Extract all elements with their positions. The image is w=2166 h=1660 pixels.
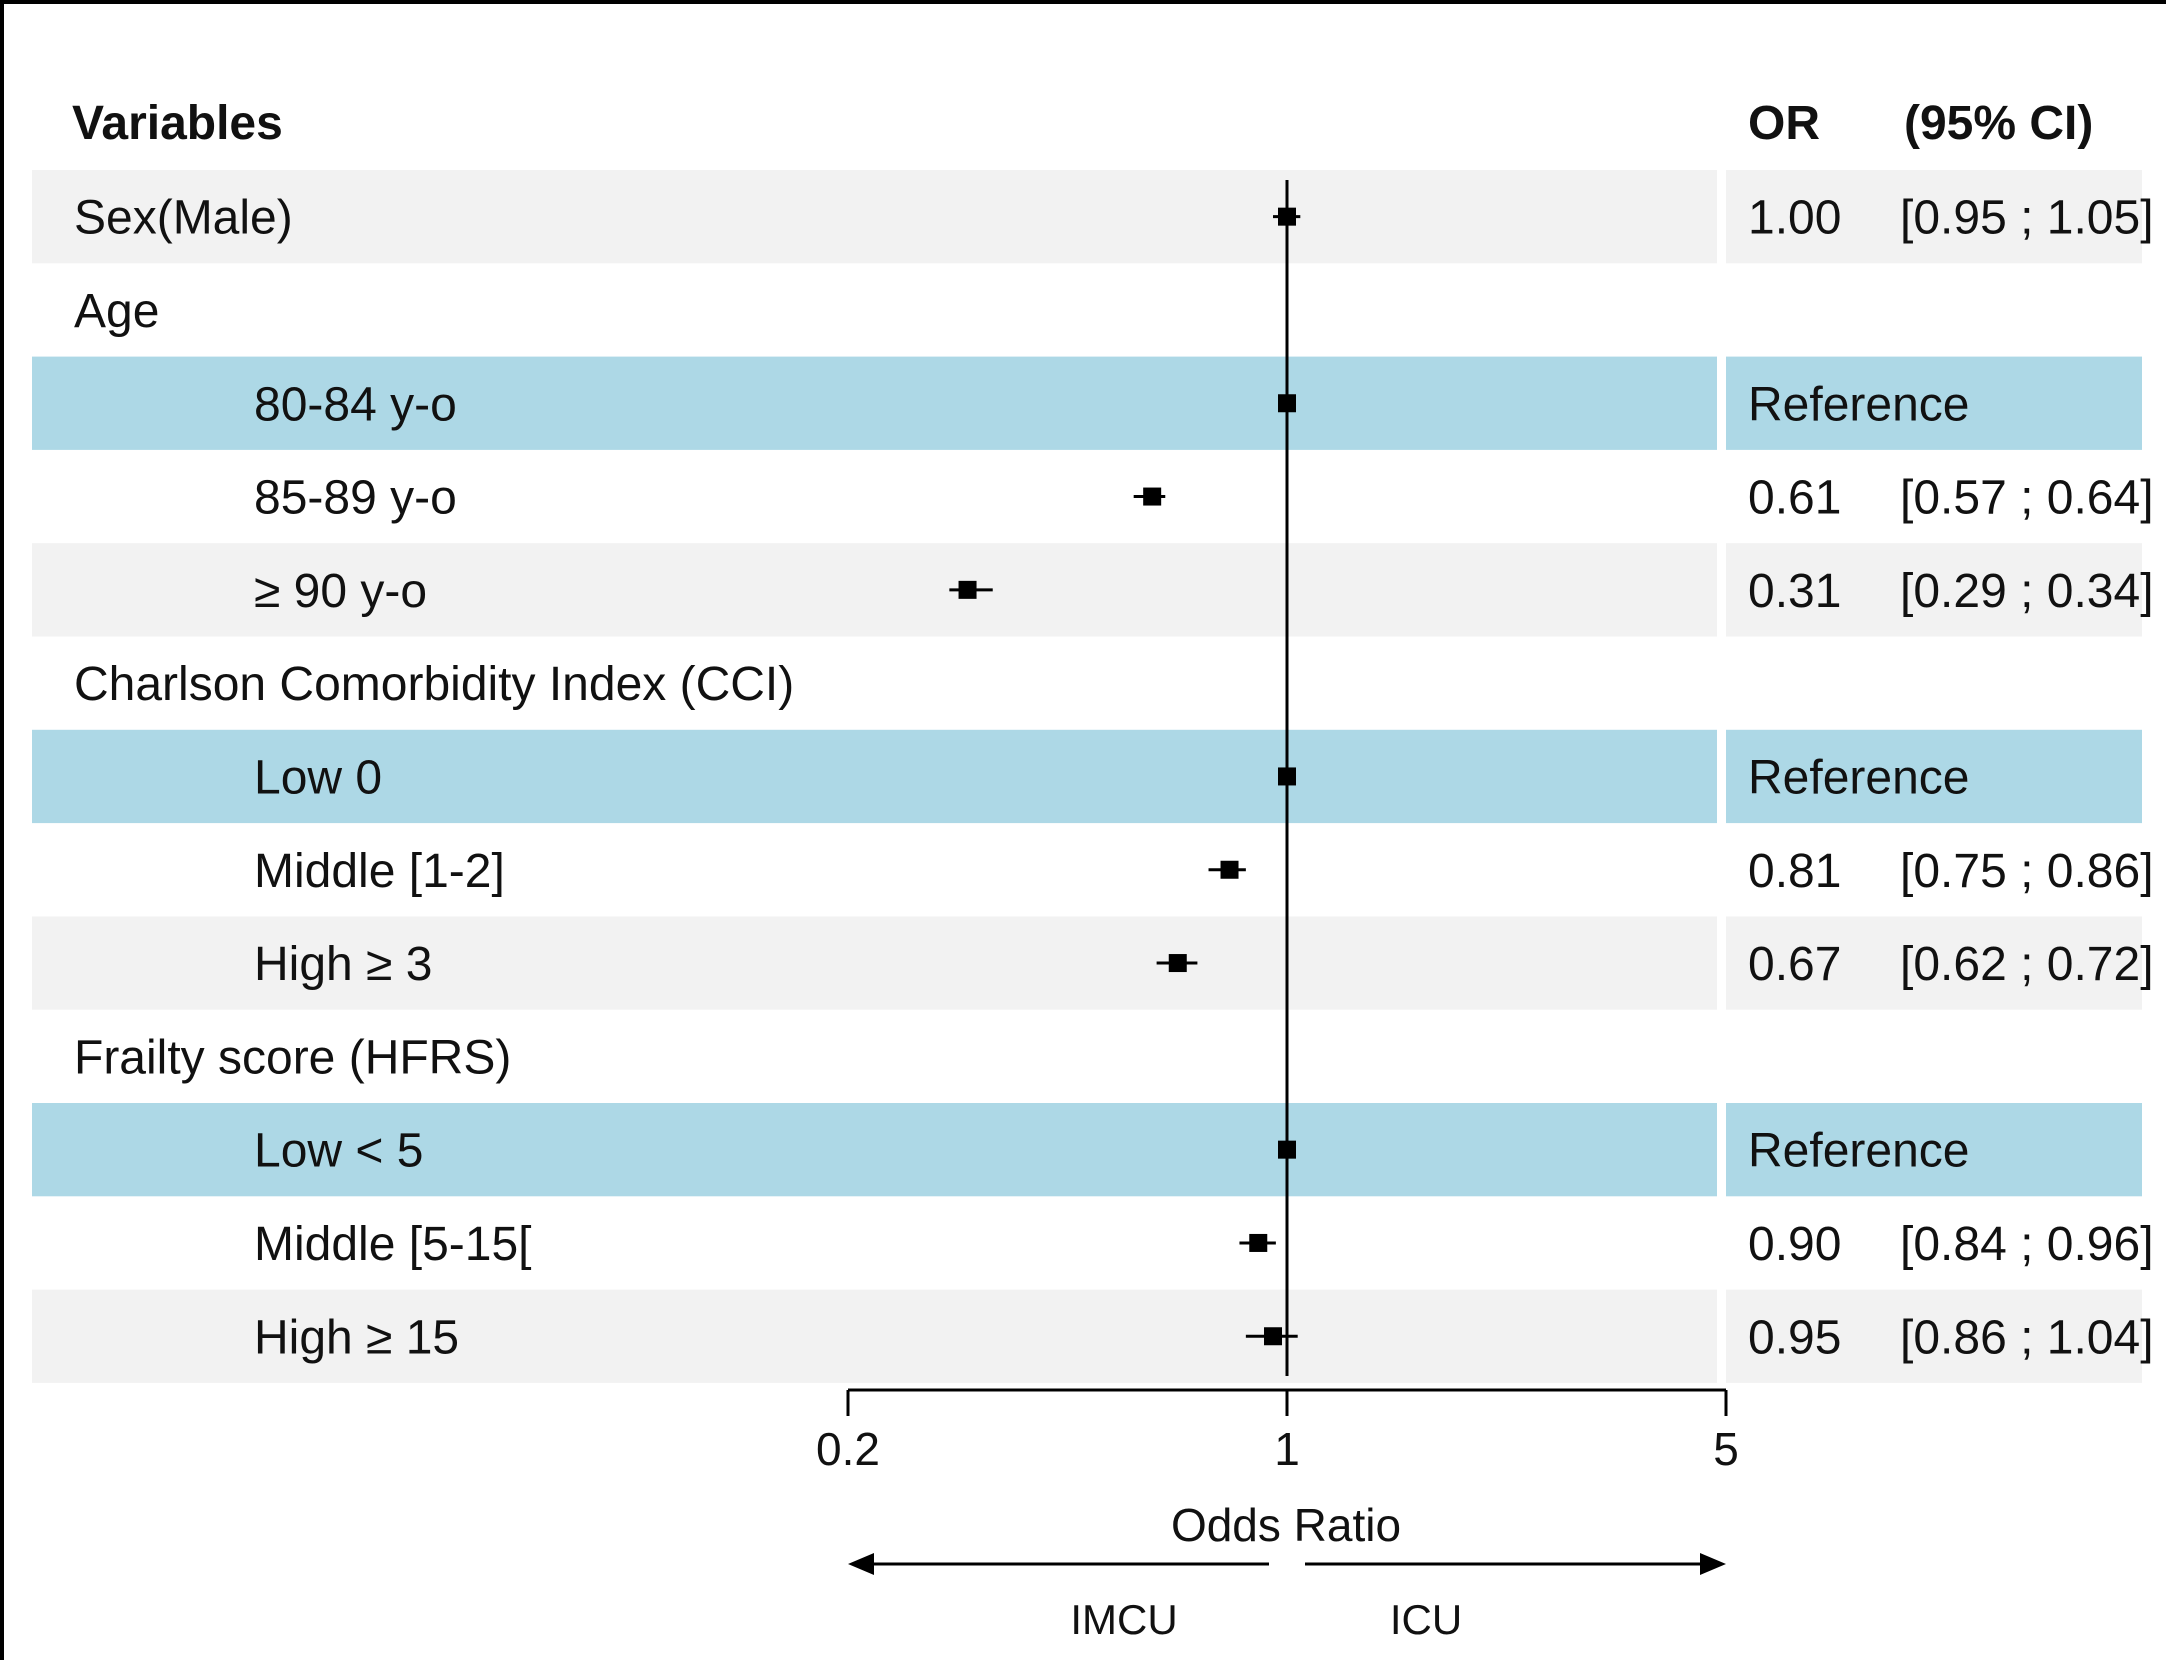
or-value: 1.00 — [1748, 192, 1841, 245]
ci-value: [0.86 ; 1.04] — [1900, 1311, 2154, 1364]
row-label: Middle [5-15[ — [254, 1218, 531, 1271]
or-value: 0.61 — [1748, 472, 1841, 525]
row-label: 80-84 y-o — [254, 378, 457, 431]
ci-value: [0.75 ; 0.86] — [1900, 845, 2154, 898]
row-label: ≥ 90 y-o — [254, 565, 427, 618]
estimate-point — [958, 580, 977, 599]
ci-value: [0.62 ; 0.72] — [1900, 938, 2154, 991]
row-band — [32, 916, 1717, 1010]
row-band — [32, 729, 1717, 824]
row-label: 85-89 y-o — [254, 472, 457, 525]
row-band — [32, 1103, 1717, 1197]
row-band — [1726, 1103, 2142, 1197]
row-band — [32, 356, 1717, 450]
row-band — [1726, 543, 2142, 637]
x-axis: 0.2 1 5 — [816, 1388, 1739, 1475]
row-stats: 1.00 [0.95 ; 1.05] Reference 0.61 [0.57 ; 0.… — [1748, 192, 2154, 1365]
estimate-point — [1168, 954, 1187, 973]
row-band — [1726, 916, 2142, 1010]
direction-label-left: IMCU — [1070, 1596, 1177, 1643]
header-or: OR — [1748, 97, 1820, 150]
or-value: Reference — [1748, 378, 1969, 431]
ci-value: [0.57 ; 0.64] — [1900, 472, 2154, 525]
estimate-marks — [949, 207, 1301, 1346]
estimate-point — [1278, 207, 1296, 226]
row-band — [1726, 1289, 2142, 1383]
x-tick-label: 0.2 — [816, 1423, 880, 1475]
ci-value: [0.84 ; 0.96] — [1900, 1218, 2154, 1271]
or-value: 0.67 — [1748, 938, 1841, 991]
estimate-point — [1143, 487, 1162, 506]
row-label: Middle [1-2] — [254, 845, 505, 898]
row-label: Sex(Male) — [74, 192, 293, 245]
row-label: Age — [74, 285, 159, 338]
or-value: 0.90 — [1748, 1218, 1841, 1271]
row-labels: Sex(Male) Age 80-84 y-o 85-89 y-o ≥ 90 y-o Ch… — [74, 192, 794, 1365]
row-label: Charlson Comorbidity Index (CCI) — [74, 658, 794, 711]
arrow-right-head — [1700, 1553, 1726, 1575]
estimate-point — [1220, 860, 1239, 879]
row-label: Frailty score (HFRS) — [74, 1031, 511, 1084]
row-label: High ≥ 3 — [254, 938, 432, 991]
x-tick-label: 1 — [1274, 1423, 1300, 1475]
header-ci: (95% CI) — [1904, 97, 2093, 150]
ci-value: [0.95 ; 1.05] — [1900, 192, 2154, 245]
estimate-point — [1278, 767, 1296, 786]
or-value: 0.95 — [1748, 1311, 1841, 1364]
x-axis-label: Odds Ratio — [1171, 1499, 1401, 1551]
ci-value: [0.29 ; 0.34] — [1900, 565, 2154, 618]
header-variables: Variables — [72, 97, 283, 150]
or-value: Reference — [1748, 751, 1969, 804]
row-band — [1726, 170, 2142, 264]
row-label: Low 0 — [254, 751, 382, 804]
row-band — [32, 543, 1717, 637]
row-label: High ≥ 15 — [254, 1311, 459, 1364]
row-band — [1726, 356, 2142, 450]
row-band — [32, 170, 1717, 264]
estimate-point — [1278, 1140, 1296, 1159]
direction-label-right: ICU — [1390, 1596, 1462, 1643]
estimate-point — [1278, 394, 1296, 413]
or-value: Reference — [1748, 1125, 1969, 1178]
or-value: 0.81 — [1748, 845, 1841, 898]
estimate-point — [1264, 1327, 1283, 1346]
row-band — [1726, 729, 2142, 824]
forest-plot: Variables OR (95% CI) Sex(Male) Age 80-84 … — [32, 97, 2154, 1643]
row-band — [32, 1289, 1717, 1383]
x-tick-label: 5 — [1713, 1423, 1739, 1475]
row-bands — [32, 170, 2142, 1383]
or-value: 0.31 — [1748, 565, 1841, 618]
direction-arrows — [848, 1553, 1726, 1575]
row-label: Low < 5 — [254, 1125, 423, 1178]
arrow-left-head — [848, 1553, 874, 1575]
estimate-point — [1249, 1233, 1268, 1252]
